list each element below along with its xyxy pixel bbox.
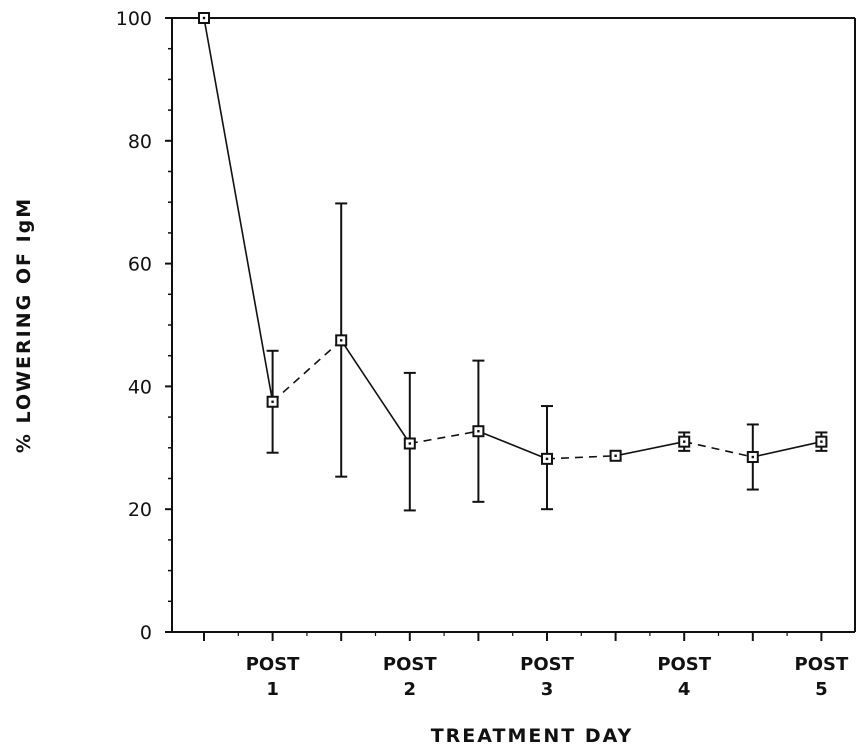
data-point-center <box>820 440 823 443</box>
y-ticks: 0 20 40 60 80 100 <box>116 8 172 644</box>
data-point-center <box>202 16 206 20</box>
y-tick-label: 80 <box>128 131 152 153</box>
series-line-segment <box>752 440 822 458</box>
x-tick-label-line2: 2 <box>404 679 417 700</box>
series-line-segment <box>684 440 753 458</box>
series-line-segment <box>272 339 342 403</box>
x-tick-label-line1: POST <box>383 654 437 675</box>
series-line-segment <box>340 339 411 444</box>
x-tick-label-line1: POST <box>520 654 574 675</box>
x-ticks: POST 1 POST 2 POST 3 POST 4 POST 5 <box>203 632 849 700</box>
series-line-segment <box>478 430 548 460</box>
x-tick-label-line2: 1 <box>266 679 279 700</box>
y-tick-label: 40 <box>128 376 152 398</box>
y-tick-label: 100 <box>116 8 152 30</box>
data-point-center <box>751 455 754 459</box>
data-point-center <box>477 430 480 433</box>
x-tick-label-line1: POST <box>657 654 711 675</box>
data-point-center <box>545 457 549 461</box>
x-tick-label-line1: POST <box>795 654 849 675</box>
series-line-segment <box>546 454 616 460</box>
y-tick-label: 0 <box>140 622 152 644</box>
x-tick-label-line1: POST <box>246 654 300 675</box>
x-tick-label-line2: 4 <box>678 679 691 700</box>
data-point-center <box>683 440 686 443</box>
y-tick-label: 20 <box>128 499 152 521</box>
series-line-segment <box>615 440 685 457</box>
data-point-center <box>271 400 274 403</box>
x-tick-label-line2: 3 <box>541 679 554 700</box>
data-point-center <box>408 442 411 445</box>
series-line-segment <box>409 430 479 445</box>
series-line-segment <box>203 17 274 402</box>
data-point-center <box>340 339 343 342</box>
x-tick-label-line2: 5 <box>815 679 828 700</box>
x-axis-title: TREATMENT DAY <box>431 725 634 747</box>
data-points <box>198 12 828 465</box>
plot-frame <box>171 17 856 633</box>
series-lines <box>203 17 822 460</box>
y-axis-title: % LOWERING OF IgM <box>13 197 35 453</box>
data-point-center <box>614 454 617 457</box>
y-tick-label: 60 <box>128 254 152 276</box>
